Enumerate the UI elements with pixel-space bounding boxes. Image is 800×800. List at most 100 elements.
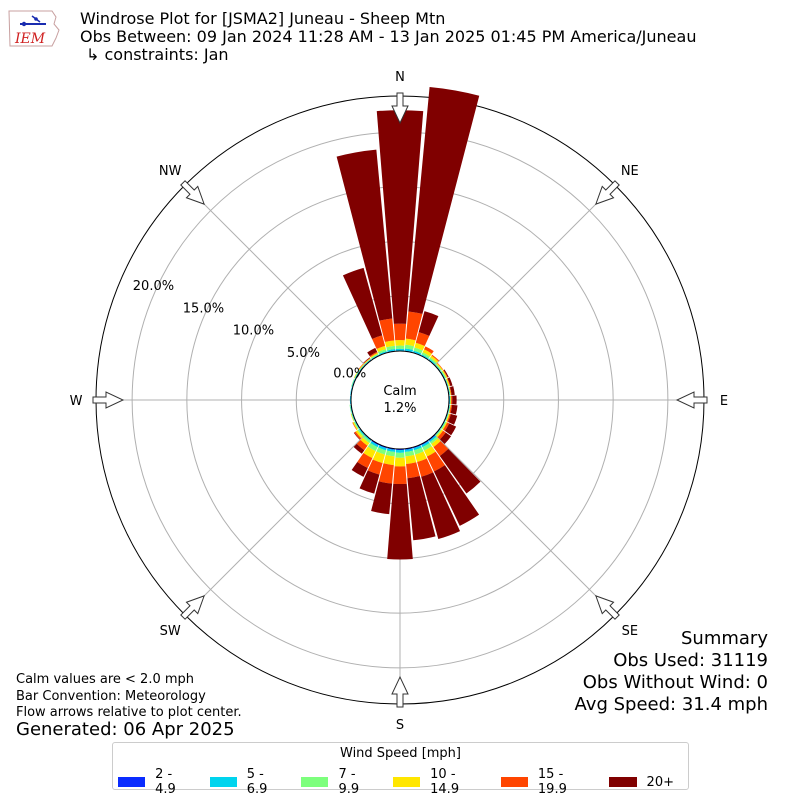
windrose-bar-segment (447, 377, 453, 387)
windrose-bar-segment (447, 404, 450, 413)
windrose-bar-segment (446, 413, 450, 422)
windrose-bar-segment (404, 348, 414, 353)
windrose-bar-segment (362, 436, 371, 444)
windrose-bar-segment (449, 404, 451, 413)
windrose-bar-segment (378, 445, 387, 451)
calm-label: Calm (383, 384, 416, 399)
radial-tick-label: 15.0% (183, 301, 224, 316)
legend-item: 5 - 6.9 (209, 767, 288, 797)
axis-labels: 0.0% 5.0% 10.0% 15.0% 20.0% N NE E SE S SW W NW (70, 70, 729, 733)
windrose-bar-segment (404, 344, 415, 350)
windrose-bar-segment (351, 413, 355, 421)
windrose-bar-segment (435, 429, 442, 436)
windrose-bar-segment (364, 358, 371, 364)
windrose-bar-segment (439, 448, 481, 494)
windrose-bar-segment (367, 347, 378, 357)
windrose-bar-segment (429, 435, 437, 443)
legend-label: 10 - 14.9 (430, 767, 460, 797)
windrose-bar-segment (448, 404, 451, 413)
windrose-bar-segment (443, 370, 448, 378)
windrose-bar-segment (387, 483, 413, 560)
windrose-bar-segment (441, 421, 447, 430)
grid-spoke (184, 184, 366, 366)
windrose-bar-segment (408, 86, 480, 314)
flow-arrow-icon (92, 391, 125, 409)
windrose-bar-segment (424, 346, 434, 354)
direction-label: W (70, 394, 83, 409)
windrose-bar-segment (405, 454, 417, 465)
radial-tick-label: 5.0% (287, 346, 320, 361)
windrose-bar-segment (352, 422, 357, 430)
flow-arrow-icon (180, 180, 205, 205)
windrose-bar-segment (451, 395, 453, 405)
direction-label: E (720, 394, 728, 409)
windrose-bar-segment (421, 441, 430, 448)
windrose-bar-segment (405, 311, 423, 341)
chart-title-line-1: Windrose Plot for [JSMA2] Juneau - Sheep… (80, 9, 446, 28)
windrose-bar-segment (354, 421, 360, 429)
direction-label: SE (622, 624, 638, 639)
legend-item: 20+ (608, 767, 674, 797)
windrose-bar-segment (443, 422, 450, 431)
calm-circle-group: Calm 1.2% (350, 350, 450, 450)
windrose-bar-segment (435, 428, 441, 436)
windrose-bar-segment (356, 439, 368, 451)
windrose-bar-segment (435, 364, 442, 371)
windrose-bar-segment (351, 461, 368, 477)
windrose-bar-segment (448, 387, 451, 396)
windrose-bar-segment (413, 445, 422, 451)
windrose-bar-segment (421, 352, 430, 359)
direction-label: SW (160, 624, 181, 639)
windrose-bar-segment (372, 451, 385, 464)
windrose-bar-segment (433, 441, 449, 456)
windrose-bar-segment (364, 358, 371, 365)
windrose-bar-segment (376, 447, 387, 455)
windrose-bar-segment (387, 349, 396, 353)
windrose-bar-segment (357, 363, 364, 371)
windrose-bar-segment (405, 338, 416, 347)
windrose-bar-segment (350, 413, 354, 422)
windrose-bar-segment (422, 443, 432, 451)
windrose-bar-segment (354, 371, 359, 379)
windrose-bar-segment (358, 364, 364, 371)
windrose-bar-segment (442, 370, 448, 379)
windrose-bar-segment (437, 430, 446, 440)
flow-arrow-icon (391, 675, 409, 708)
legend-label: 15 - 19.9 (537, 767, 567, 797)
windrose-bar-segment (415, 451, 427, 463)
legend-items: 2 - 4.9 5 - 6.9 7 - 9.9 10 - 14.9 15 - 19.9 2… (118, 767, 688, 797)
bar-convention-note: Bar Convention: Meteorology (16, 689, 206, 704)
windrose-bar-segment (386, 345, 396, 351)
windrose-bar-segment (449, 395, 451, 405)
windrose-bar-segment (355, 430, 363, 439)
legend-label: 20+ (646, 774, 674, 790)
windrose-bar-segment (404, 448, 414, 453)
windrose-bar-segment (437, 362, 444, 370)
windrose-bar-segment (358, 428, 365, 436)
grid-spoke (434, 184, 616, 366)
windrose-bar-segment (385, 450, 396, 457)
windrose-bar-segment (367, 459, 383, 475)
radial-tick-label: 0.0% (333, 367, 366, 382)
windrose-bar-segment (431, 354, 440, 362)
legend-label: 5 - 6.9 (246, 767, 268, 797)
windrose-bar-segment (370, 352, 379, 358)
windrose-bar-segment (353, 370, 359, 379)
windrose-bar-segment (349, 404, 352, 413)
calm-note: Calm values are < 2.0 mph (16, 672, 195, 687)
direction-label: N (395, 70, 405, 85)
calm-value: 1.2% (383, 401, 416, 416)
windrose-bar-segment (363, 357, 371, 364)
grid-spoke (184, 434, 366, 616)
windrose-bar-segment (413, 347, 423, 354)
windrose-bar-segment (370, 441, 379, 448)
direction-label: NE (621, 164, 639, 179)
windrose-bar-segment (351, 379, 355, 387)
windrose-bar-segment (441, 370, 447, 379)
flow-arrow-icon (595, 595, 620, 620)
flow-arrow-icon (675, 391, 708, 409)
legend: Wind Speed [mph] 2 - 4.9 5 - 6.9 7 - 9.9 10… (112, 742, 689, 797)
windrose-bar-segment (447, 378, 451, 387)
windrose-bar-segment (371, 354, 379, 360)
windrose-bar-segment (413, 350, 422, 355)
